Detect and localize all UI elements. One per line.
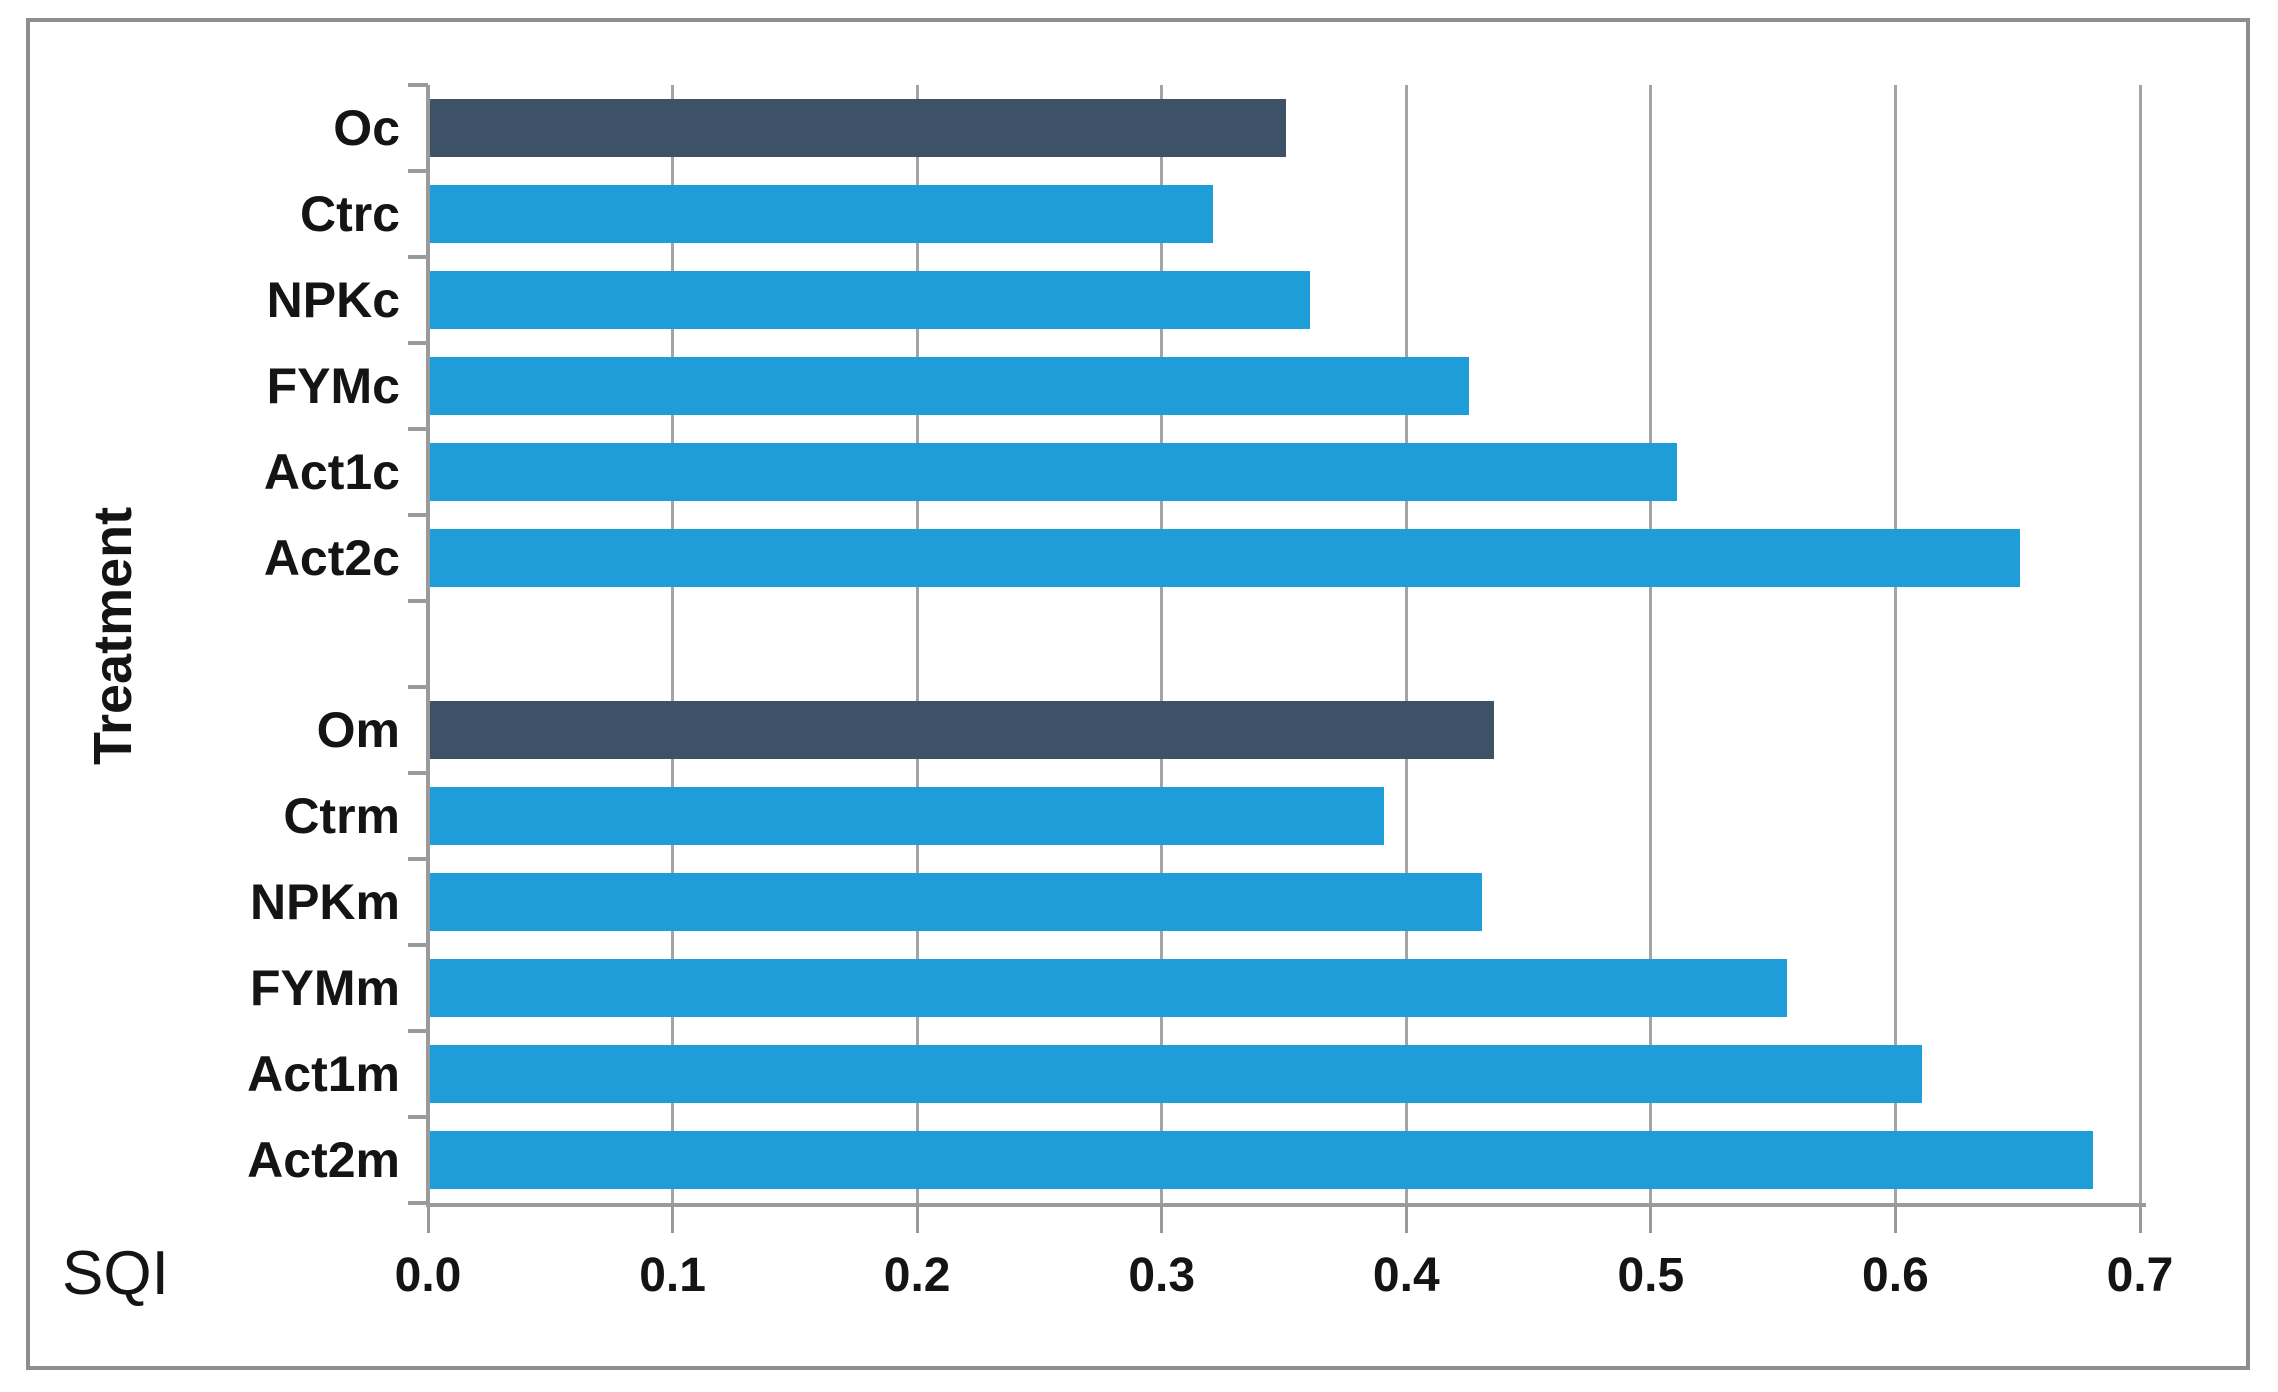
x-tick-0.6 (1893, 1207, 1897, 1233)
y-tick-7 (408, 685, 428, 689)
y-tick-9 (408, 857, 428, 861)
y-tick-3 (408, 341, 428, 345)
gridline-0.2 (915, 85, 919, 1203)
gridline-0.6 (1893, 85, 1897, 1203)
y-tick-11 (408, 1029, 428, 1033)
x-tick-0.0 (426, 1207, 430, 1233)
category-label-NPKm: NPKm (249, 874, 400, 930)
category-label-Act1m: Act1m (247, 1046, 400, 1102)
gridline-0.3 (1160, 85, 1164, 1203)
x-tick-label-0.6: 0.6 (1862, 1249, 1929, 1302)
x-tick-0.5 (1649, 1207, 1653, 1233)
bar-Ctrm (430, 787, 1384, 845)
y-tick-1 (408, 169, 428, 173)
y-axis-line (426, 85, 430, 1207)
bar-Act2m (430, 1131, 2094, 1189)
bar-Oc (430, 99, 1286, 157)
y-tick-2 (408, 255, 428, 259)
y-tick-5 (408, 513, 428, 517)
bar-FYMc (430, 357, 1470, 415)
x-tick-0.3 (1160, 1207, 1164, 1233)
category-label-Oc: Oc (333, 100, 400, 156)
y-tick-0 (408, 83, 428, 87)
gridline-0.5 (1649, 85, 1653, 1203)
y-tick-6 (408, 599, 428, 603)
x-tick-label-0.5: 0.5 (1617, 1249, 1685, 1302)
category-label-Om: Om (316, 702, 400, 758)
bar-Act1c (430, 443, 1678, 501)
x-tick-label-0.0: 0.0 (394, 1249, 462, 1302)
x-tick-label-0.1: 0.1 (639, 1249, 706, 1302)
bar-FYMm (430, 959, 1788, 1017)
x-tick-0.1 (671, 1207, 675, 1233)
y-tick-8 (408, 771, 428, 775)
bar-Act2c (430, 529, 2020, 587)
x-tick-label-0.3: 0.3 (1128, 1249, 1196, 1302)
bar-NPKm (430, 873, 1482, 931)
category-label-NPKc: NPKc (266, 272, 400, 328)
x-tick-label-0.4: 0.4 (1372, 1249, 1440, 1302)
x-axis-title: SQI (62, 1239, 169, 1308)
bar-Ctrc (430, 185, 1213, 243)
gridline-0.7 (2138, 85, 2142, 1203)
x-axis-line (426, 1203, 2146, 1207)
y-tick-13 (408, 1201, 428, 1205)
gridline-0.4 (1404, 85, 1408, 1203)
category-label-Ctrm: Ctrm (283, 788, 400, 844)
x-tick-label-0.2: 0.2 (883, 1249, 951, 1302)
bar-Om (430, 701, 1494, 759)
bar-Act1m (430, 1045, 1922, 1103)
category-label-Ctrc: Ctrc (299, 186, 400, 242)
category-label-Act2c: Act2c (263, 530, 400, 586)
y-tick-10 (408, 943, 428, 947)
category-label-FYMm: FYMm (250, 960, 400, 1016)
x-tick-0.2 (915, 1207, 919, 1233)
x-tick-label-0.7: 0.7 (2106, 1249, 2174, 1302)
category-label-Act1c: Act1c (263, 444, 400, 500)
bar-NPKc (430, 271, 1311, 329)
y-axis-title: Treatment (83, 506, 143, 766)
y-tick-4 (408, 427, 428, 431)
y-tick-12 (408, 1115, 428, 1119)
x-tick-0.7 (2138, 1207, 2142, 1233)
category-label-FYMc: FYMc (266, 358, 400, 414)
x-tick-0.4 (1404, 1207, 1408, 1233)
gridline-0.1 (671, 85, 675, 1203)
category-label-Act2m: Act2m (247, 1132, 400, 1188)
